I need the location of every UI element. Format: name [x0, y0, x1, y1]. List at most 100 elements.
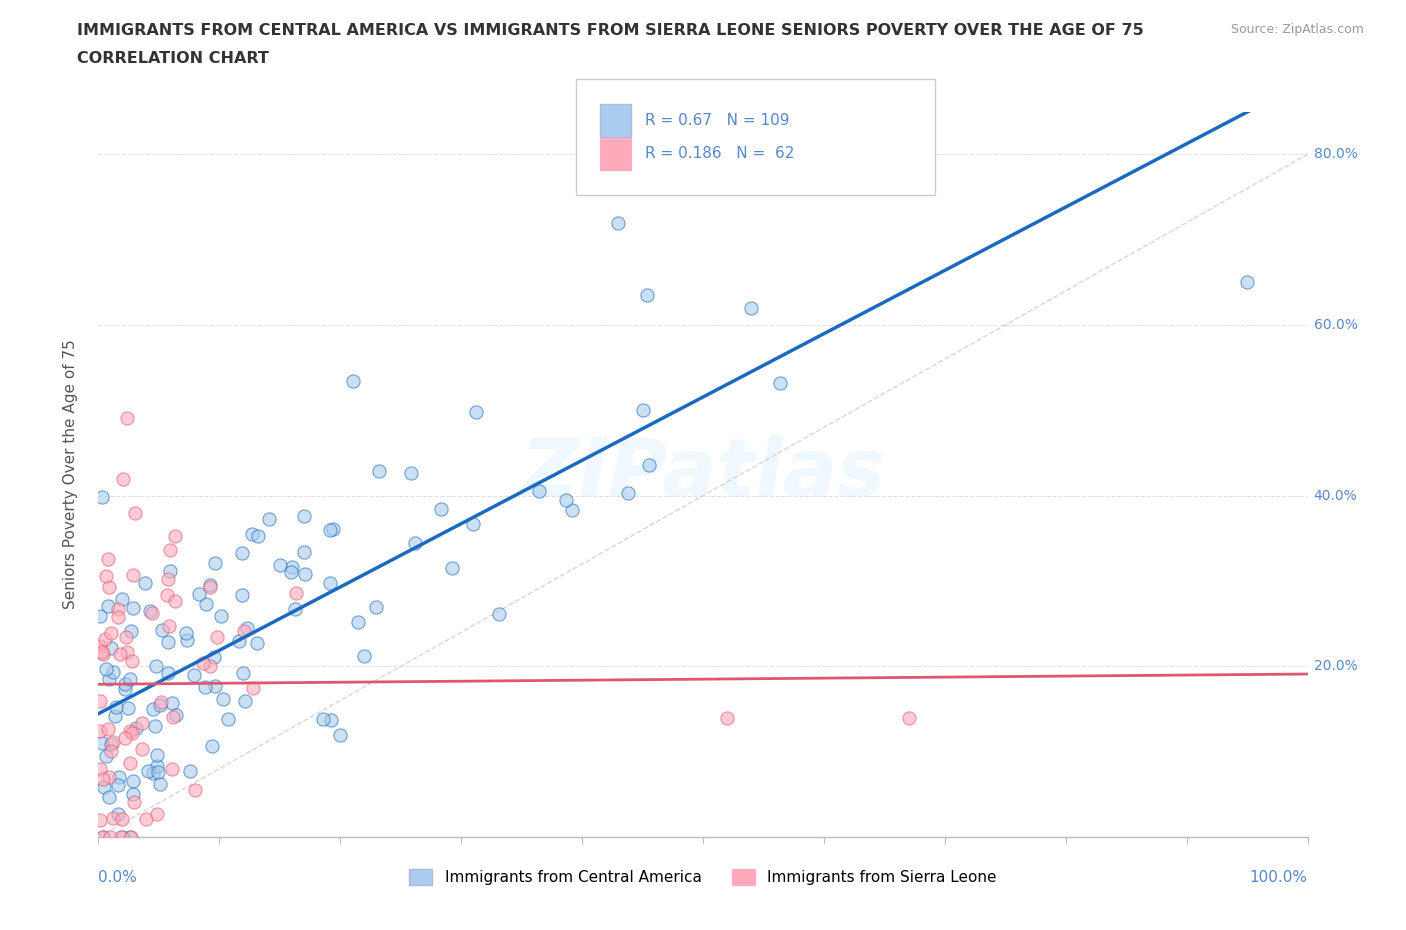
Point: [131, 741, 153, 756]
Point: [194, 596, 217, 611]
Point: [257, 512, 280, 527]
Point: [114, 676, 136, 691]
Point: [235, 694, 257, 709]
Point: [368, 464, 391, 479]
Point: [228, 634, 250, 649]
Point: [156, 588, 179, 603]
Point: [103, 709, 125, 724]
Point: [117, 700, 139, 715]
Point: [111, 472, 134, 486]
Text: 60.0%: 60.0%: [1313, 318, 1358, 332]
Point: [200, 658, 222, 673]
Point: [231, 546, 253, 561]
Point: [98, 830, 121, 844]
Point: [91, 646, 114, 661]
Point: [91, 489, 114, 504]
Point: [91, 830, 114, 844]
Point: [191, 656, 214, 671]
Point: [160, 695, 183, 710]
Point: [89, 694, 111, 709]
Point: [101, 665, 124, 680]
Text: R = 0.186   N =  62: R = 0.186 N = 62: [645, 146, 794, 162]
Point: [205, 630, 228, 644]
Point: [145, 658, 167, 673]
Point: [111, 811, 134, 826]
Text: IMMIGRANTS FROM CENTRAL AMERICA VS IMMIGRANTS FROM SIERRA LEONE SENIORS POVERTY : IMMIGRANTS FROM CENTRAL AMERICA VS IMMIG…: [77, 23, 1144, 38]
Point: [121, 830, 143, 844]
Point: [139, 604, 162, 618]
Point: [107, 602, 129, 617]
Point: [441, 561, 464, 576]
Point: [121, 654, 143, 669]
Point: [135, 811, 157, 826]
Point: [281, 559, 304, 574]
Point: [90, 645, 112, 660]
Point: [269, 558, 291, 573]
Point: [89, 638, 111, 653]
Point: [157, 665, 180, 680]
Point: [122, 794, 145, 809]
Point: [141, 702, 163, 717]
Y-axis label: Seniors Poverty Over the Age of 75: Seniors Poverty Over the Age of 75: [63, 339, 77, 609]
Point: [342, 374, 364, 389]
Point: [100, 743, 122, 758]
Point: [364, 600, 387, 615]
Point: [246, 528, 269, 543]
Point: [347, 615, 370, 630]
Point: [103, 734, 125, 749]
Point: [114, 682, 136, 697]
Point: [201, 738, 224, 753]
Point: [89, 762, 111, 777]
Point: [142, 765, 165, 780]
Point: [617, 485, 640, 500]
Point: [149, 777, 172, 792]
Point: [200, 579, 222, 594]
Point: [329, 727, 352, 742]
Point: [89, 609, 111, 624]
Point: [114, 630, 136, 644]
Point: [97, 790, 120, 804]
Point: [91, 772, 114, 787]
Point: [97, 599, 120, 614]
Point: [561, 503, 583, 518]
Text: Source: ZipAtlas.com: Source: ZipAtlas.com: [1230, 23, 1364, 36]
Point: [100, 640, 122, 655]
Point: [1236, 275, 1258, 290]
Point: [97, 579, 120, 594]
Point: [149, 695, 172, 710]
Point: [90, 736, 112, 751]
Point: [162, 762, 184, 777]
Point: [319, 523, 342, 538]
Point: [174, 626, 197, 641]
Point: [149, 698, 172, 712]
Point: [242, 681, 264, 696]
Point: [150, 623, 173, 638]
Point: [163, 594, 186, 609]
Point: [110, 830, 132, 844]
Point: [631, 403, 654, 418]
Point: [118, 724, 141, 738]
Point: [209, 608, 232, 623]
Point: [145, 719, 167, 734]
Point: [108, 769, 131, 784]
Point: [232, 666, 254, 681]
Point: [165, 708, 187, 723]
Point: [159, 618, 181, 633]
Point: [461, 516, 484, 531]
Point: [93, 779, 115, 794]
Point: [121, 725, 143, 740]
Point: [118, 830, 141, 844]
Point: [108, 646, 131, 661]
Point: [94, 748, 117, 763]
Point: [233, 623, 256, 638]
Point: [464, 405, 486, 419]
Point: [184, 783, 207, 798]
Point: [636, 287, 658, 302]
Legend: Immigrants from Central America, Immigrants from Sierra Leone: Immigrants from Central America, Immigra…: [404, 863, 1002, 891]
Point: [97, 722, 120, 737]
Point: [101, 810, 124, 825]
Point: [131, 716, 153, 731]
Point: [236, 620, 259, 635]
Point: [121, 567, 143, 582]
Point: [176, 632, 198, 647]
